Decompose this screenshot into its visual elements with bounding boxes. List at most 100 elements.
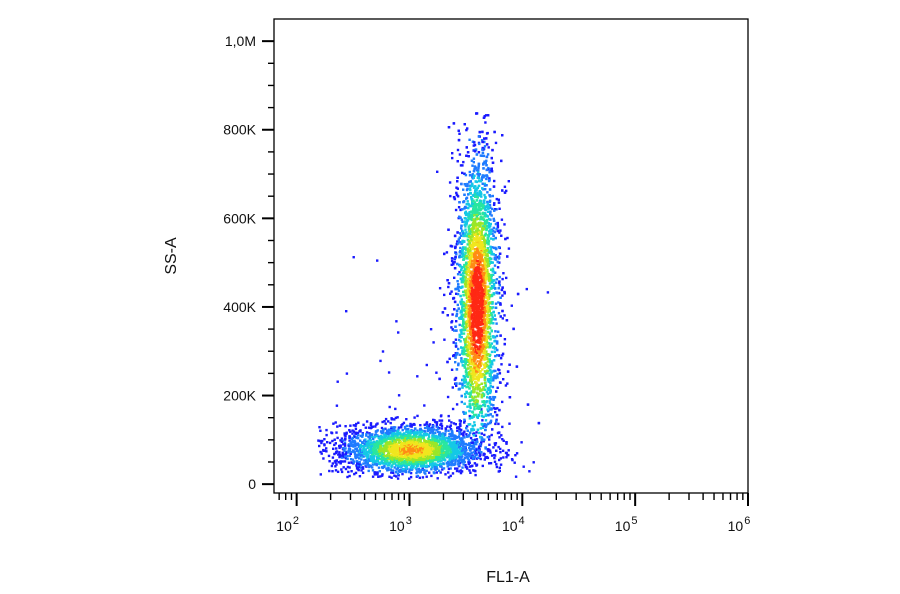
data-point xyxy=(451,432,454,435)
data-point xyxy=(493,208,497,211)
data-point xyxy=(355,422,358,426)
data-point xyxy=(481,206,485,210)
data-point xyxy=(464,246,467,249)
data-point xyxy=(457,426,461,429)
data-point xyxy=(429,439,432,442)
data-point xyxy=(477,166,480,170)
data-point xyxy=(474,150,477,153)
data-point xyxy=(454,345,458,348)
data-point xyxy=(462,232,465,235)
data-point xyxy=(526,403,530,406)
data-point xyxy=(380,474,384,477)
data-point xyxy=(455,320,458,323)
data-point xyxy=(455,469,459,473)
data-point xyxy=(484,188,487,191)
data-point xyxy=(373,471,376,474)
data-point xyxy=(483,212,486,215)
data-point xyxy=(454,361,457,364)
data-point xyxy=(482,116,486,119)
data-point xyxy=(466,457,470,460)
data-point xyxy=(481,130,484,134)
data-point xyxy=(356,462,359,465)
data-point xyxy=(392,428,396,431)
data-point xyxy=(380,440,384,443)
data-point xyxy=(466,187,469,191)
data-point xyxy=(498,458,501,462)
data-point xyxy=(456,292,460,296)
data-point xyxy=(394,454,398,457)
data-point xyxy=(481,151,485,155)
data-point xyxy=(445,451,448,454)
data-point xyxy=(377,466,381,469)
data-point xyxy=(396,457,399,460)
data-point xyxy=(487,225,491,229)
data-point xyxy=(446,314,449,317)
data-point xyxy=(377,475,380,478)
data-point xyxy=(361,471,365,474)
data-point xyxy=(474,396,477,399)
data-point xyxy=(494,246,497,250)
data-point xyxy=(419,424,422,427)
data-point xyxy=(483,145,487,148)
data-point xyxy=(463,172,466,175)
data-point xyxy=(379,452,382,455)
data-point xyxy=(493,460,497,463)
data-point xyxy=(485,164,488,167)
data-point xyxy=(334,442,337,445)
data-point xyxy=(495,281,498,284)
data-point xyxy=(431,461,434,464)
data-point xyxy=(400,458,404,462)
data-point xyxy=(369,465,372,468)
data-point xyxy=(344,447,347,450)
data-point xyxy=(404,427,407,430)
data-point xyxy=(484,362,488,365)
data-point xyxy=(361,441,364,444)
data-point xyxy=(399,465,402,469)
data-point xyxy=(392,471,395,474)
data-point xyxy=(457,283,460,286)
data-point xyxy=(354,432,357,435)
data-point xyxy=(335,463,338,466)
data-point xyxy=(366,461,369,464)
data-point xyxy=(492,335,495,338)
data-point xyxy=(378,461,381,464)
data-point xyxy=(456,273,460,276)
data-point xyxy=(491,377,495,381)
data-point xyxy=(449,456,452,460)
data-point xyxy=(480,217,483,221)
data-point xyxy=(482,425,485,428)
data-point xyxy=(423,423,426,426)
data-point xyxy=(428,471,431,474)
data-point xyxy=(446,440,449,443)
data-point xyxy=(393,418,396,421)
data-point xyxy=(346,454,349,458)
data-point xyxy=(471,375,475,378)
data-point xyxy=(482,452,486,455)
data-point xyxy=(481,182,484,185)
data-point xyxy=(348,474,351,478)
data-point xyxy=(483,351,487,354)
data-point xyxy=(462,463,465,466)
data-point xyxy=(439,471,442,474)
data-point xyxy=(467,203,471,206)
data-point xyxy=(435,443,438,446)
data-point xyxy=(483,239,486,242)
data-point xyxy=(502,378,505,381)
data-point xyxy=(349,458,353,461)
data-point xyxy=(447,471,450,474)
data-point xyxy=(472,388,475,391)
data-point xyxy=(461,252,464,256)
data-point xyxy=(475,208,478,211)
data-point xyxy=(490,306,493,310)
data-point xyxy=(492,359,496,362)
data-point xyxy=(448,181,452,184)
data-point xyxy=(495,413,499,417)
data-point xyxy=(492,284,496,287)
data-point xyxy=(487,301,490,304)
data-point xyxy=(394,440,398,443)
data-point xyxy=(494,330,497,333)
data-point xyxy=(433,467,436,471)
data-point xyxy=(436,430,440,434)
data-point xyxy=(436,425,439,429)
data-point xyxy=(486,259,489,262)
